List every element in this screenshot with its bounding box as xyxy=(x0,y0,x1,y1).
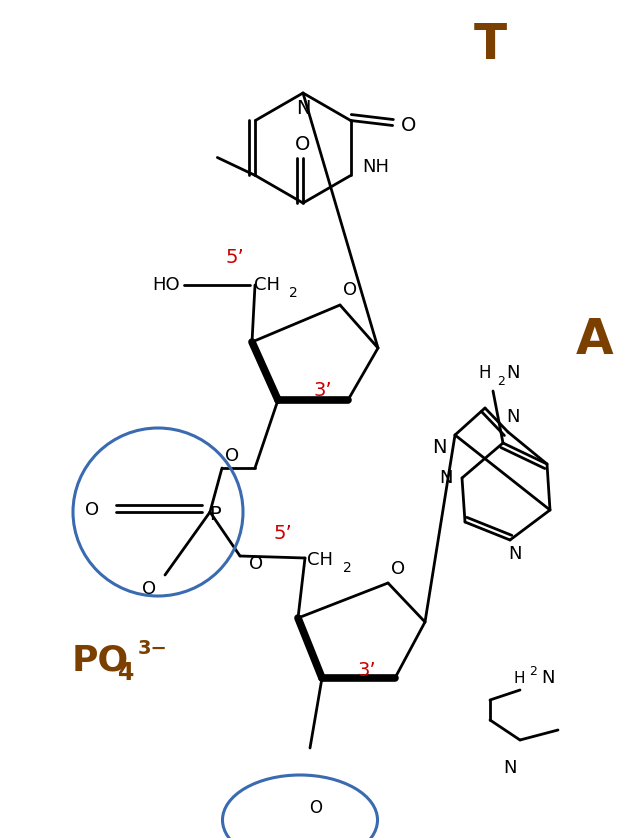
Text: O: O xyxy=(225,447,239,465)
Text: N: N xyxy=(296,100,310,118)
Text: T: T xyxy=(474,21,507,69)
Text: 3’: 3’ xyxy=(358,660,376,680)
Text: O: O xyxy=(310,799,323,817)
Text: N: N xyxy=(506,408,520,426)
Text: 3’: 3’ xyxy=(314,380,333,400)
Text: H: H xyxy=(479,364,491,382)
Text: N: N xyxy=(506,364,520,382)
Text: O: O xyxy=(295,135,311,153)
Text: NH: NH xyxy=(362,158,389,177)
Text: O: O xyxy=(391,560,405,578)
Text: A: A xyxy=(576,316,614,364)
Text: N: N xyxy=(503,759,517,777)
Text: PO: PO xyxy=(72,643,129,677)
Text: 2: 2 xyxy=(289,286,298,300)
Text: 5’: 5’ xyxy=(274,524,293,542)
Text: O: O xyxy=(142,580,156,598)
Text: O: O xyxy=(401,116,416,135)
Text: CH: CH xyxy=(254,276,280,294)
Text: H: H xyxy=(514,670,525,685)
Text: P: P xyxy=(209,504,221,524)
Text: 5’: 5’ xyxy=(226,247,245,266)
Text: 3−: 3− xyxy=(138,639,168,658)
Text: 4: 4 xyxy=(118,661,134,685)
Text: N: N xyxy=(509,545,522,563)
Text: CH: CH xyxy=(307,551,333,569)
Text: HO: HO xyxy=(152,276,180,294)
Text: 2: 2 xyxy=(343,561,351,575)
Text: O: O xyxy=(249,555,263,573)
Text: O: O xyxy=(85,501,99,519)
Text: 2: 2 xyxy=(497,375,505,387)
Text: N: N xyxy=(541,669,555,687)
Text: N: N xyxy=(432,437,446,457)
Text: 2: 2 xyxy=(529,665,537,677)
Text: N: N xyxy=(439,469,453,487)
Text: O: O xyxy=(343,281,357,299)
